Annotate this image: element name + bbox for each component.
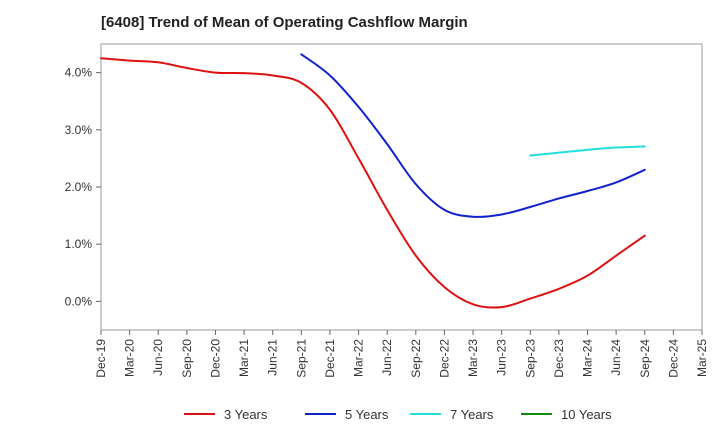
series-layer [100, 53, 646, 309]
x-tick-label: Jun-22 [380, 339, 394, 376]
x-tick-label: Jun-24 [609, 339, 623, 376]
series-line-3-years [100, 57, 646, 309]
x-tick-label: Mar-21 [237, 339, 251, 377]
x-tick-label: Jun-23 [495, 339, 509, 376]
x-tick-label: Mar-24 [581, 339, 595, 377]
x-tick-label: Sep-23 [523, 339, 537, 378]
x-tick-label: Sep-22 [409, 339, 423, 378]
x-tick-label: Dec-19 [94, 339, 108, 378]
y-tick-label: 3.0% [65, 123, 93, 137]
x-tick-label: Sep-24 [638, 339, 652, 378]
x-tick-label: Dec-23 [552, 339, 566, 378]
legend-label-7-years: 7 Years [450, 407, 494, 422]
x-tick-label: Sep-20 [180, 339, 194, 378]
y-tick-label: 4.0% [65, 66, 93, 80]
legend: 3 Years 5 Years 7 Years 10 Years [184, 407, 612, 422]
x-tick-label: Dec-22 [437, 339, 451, 378]
legend-label-5-years: 5 Years [345, 407, 389, 422]
y-tick-label: 0.0% [65, 294, 93, 308]
plot-frame [100, 43, 703, 331]
axes-layer: 0.0% 1.0% 2.0% 3.0% 4.0% Dec-19 Mar-20 Jun-20 Se… [65, 43, 709, 378]
x-tick-label: Mar-25 [695, 339, 709, 377]
x-tick-label: Jun-20 [151, 339, 165, 376]
x-tick-label: Mar-22 [352, 339, 366, 377]
series-line-7-years [529, 145, 646, 157]
x-tick-label: Mar-20 [123, 339, 137, 377]
series-line-5-years [300, 53, 646, 218]
x-tick-label: Jun-21 [266, 339, 280, 376]
x-tick-label: Dec-20 [208, 339, 222, 378]
legend-label-10-years: 10 Years [561, 407, 612, 422]
x-tick-label: Sep-21 [294, 339, 308, 378]
legend-label-3-years: 3 Years [224, 407, 268, 422]
x-tick-label: Mar-23 [466, 339, 480, 377]
y-tick-label: 1.0% [65, 237, 93, 251]
x-tick-label: Dec-24 [666, 339, 680, 378]
chart-title: [6408] Trend of Mean of Operating Cashfl… [101, 14, 468, 31]
y-tick-label: 2.0% [65, 180, 93, 194]
x-tick-label: Dec-21 [323, 339, 337, 378]
